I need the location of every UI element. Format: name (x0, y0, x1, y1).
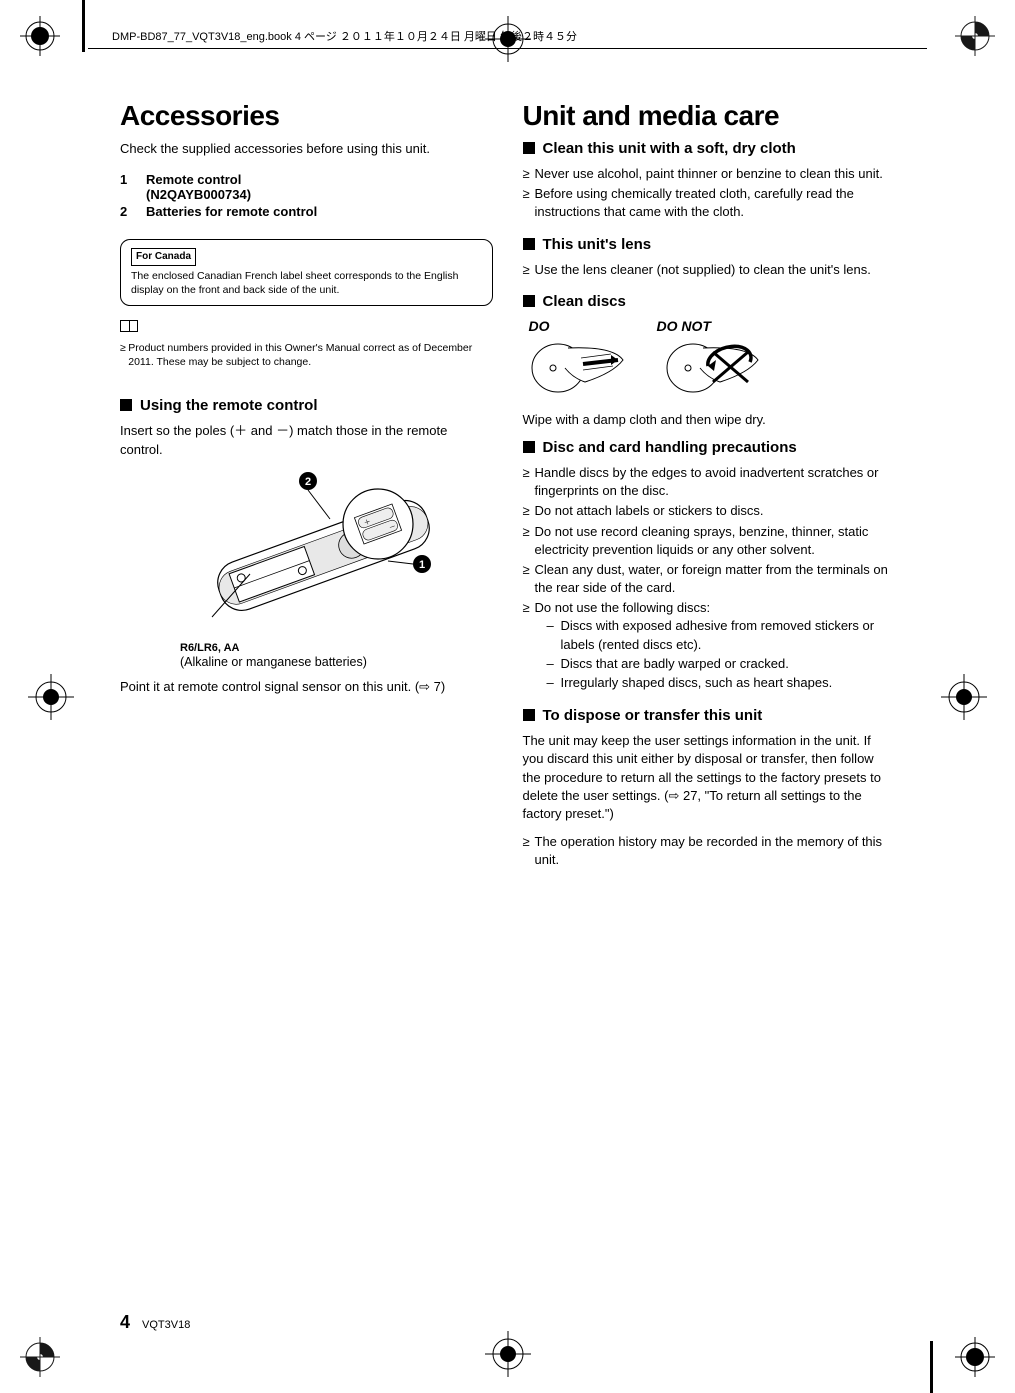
bullet-item: ≥The operation history may be recorded i… (523, 833, 896, 869)
wipe-text: Wipe with a damp cloth and then wipe dry… (523, 411, 896, 429)
top-rule (88, 48, 927, 49)
print-header: DMP-BD87_77_VQT3V18_eng.book 4 ページ ２０１１年… (112, 28, 577, 44)
list-item-label: Batteries for remote control (146, 204, 317, 219)
subheading-lens: This unit's lens (523, 236, 896, 253)
page-footer: 4VQT3V18 (120, 1312, 190, 1333)
registration-mark-icon (955, 1337, 995, 1377)
subheading-dispose: To dispose or transfer this unit (523, 707, 896, 724)
accessory-list: 1 Remote control (N2QAYB000734) 2 Batter… (120, 172, 493, 219)
section-title-unitcare: Unit and media care (523, 100, 896, 132)
subheading-clean-discs: Clean discs (523, 293, 896, 310)
remote-point-text: Point it at remote control signal sensor… (120, 678, 493, 696)
bullet-item: ≥Before using chemically treated cloth, … (523, 185, 896, 221)
callout-text: The enclosed Canadian French label sheet… (131, 269, 482, 297)
bullet-item: ≥Handle discs by the edges to avoid inad… (523, 464, 896, 500)
dispose-text: The unit may keep the user settings info… (523, 732, 896, 823)
registration-mark-icon (20, 16, 60, 56)
subheading-handling: Disc and card handling precautions (523, 439, 896, 456)
crop-bar (930, 1341, 933, 1393)
battery-code: R6/LR6, AA (180, 642, 440, 654)
bullet-item: ≥Do not use record cleaning sprays, benz… (523, 523, 896, 559)
bullet-item: ≥Use the lens cleaner (not supplied) to … (523, 261, 896, 279)
bullet-item: ≥Never use alcohol, paint thinner or ben… (523, 165, 896, 183)
battery-type: (Alkaline or manganese batteries) (180, 654, 440, 670)
crop-bar (82, 0, 85, 52)
note-icon (120, 320, 138, 332)
svg-text:1: 1 (419, 559, 425, 571)
remote-control-figure: ＋ － 2 1 R6/LR6, AA (Alkaline or manganes… (160, 469, 440, 670)
subheading-clean-cloth: Clean this unit with a soft, dry cloth (523, 140, 896, 157)
sub-bullet: –Discs that are badly warped or cracked. (547, 655, 896, 673)
product-number-note: ≥ Product numbers provided in this Owner… (120, 341, 493, 369)
remote-insert-text: Insert so the poles (＋ and －) match thos… (120, 422, 493, 458)
crop-mark-icon (941, 674, 987, 720)
registration-mark-icon (955, 16, 995, 56)
list-item-sub: (N2QAYB000734) (146, 187, 251, 202)
bullet-item: ≥Do not attach labels or stickers to dis… (523, 502, 896, 520)
subheading-remote: Using the remote control (120, 397, 493, 414)
list-item-label: Remote control (146, 172, 251, 187)
list-number: 1 (120, 172, 146, 202)
svg-text:2: 2 (305, 476, 311, 488)
bullet-item: ≥ Do not use the following discs: –Discs… (523, 599, 896, 693)
disc-cleaning-figure: DO DO NOT (523, 318, 896, 403)
canada-callout: For Canada The enclosed Canadian French … (120, 239, 493, 306)
callout-tag: For Canada (131, 248, 196, 266)
crop-mark-icon (485, 1331, 531, 1377)
crop-mark-icon (28, 674, 74, 720)
donot-label: DO NOT (653, 318, 711, 334)
do-label: DO (523, 318, 653, 334)
section-title-accessories: Accessories (120, 100, 493, 132)
bullet-item: ≥Clean any dust, water, or foreign matte… (523, 561, 896, 597)
registration-mark-icon (20, 1337, 60, 1377)
sub-bullet: –Irregularly shaped discs, such as heart… (547, 674, 896, 692)
list-number: 2 (120, 204, 146, 219)
intro-text: Check the supplied accessories before us… (120, 140, 493, 158)
sub-bullet: –Discs with exposed adhesive from remove… (547, 617, 896, 653)
